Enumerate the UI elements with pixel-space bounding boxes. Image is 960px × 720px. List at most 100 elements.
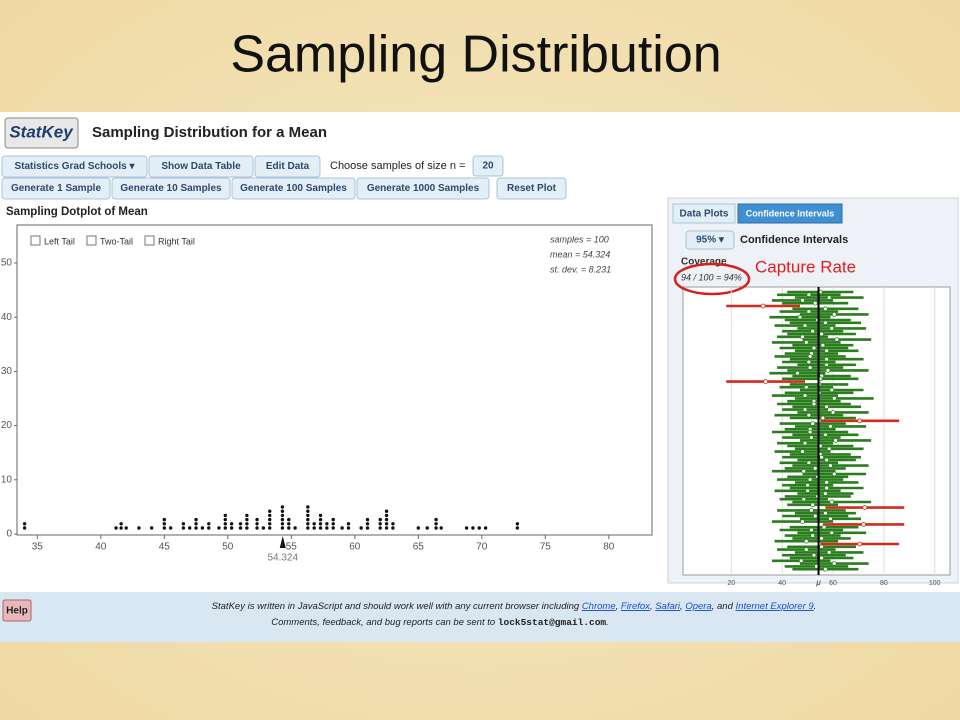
interval-center <box>823 566 828 572</box>
dot <box>331 526 335 530</box>
dot <box>378 517 382 522</box>
sample-size: 20 <box>482 161 494 172</box>
dot <box>384 526 389 530</box>
footer-link[interactable]: Internet Explorer 9 <box>736 601 815 612</box>
button[interactable] <box>254 155 321 178</box>
dot <box>229 522 234 526</box>
button[interactable] <box>356 177 490 200</box>
dot <box>287 526 291 530</box>
dot <box>207 522 211 526</box>
dot <box>391 522 395 526</box>
dot <box>194 522 198 526</box>
y-tick-label: 10 <box>1 474 13 485</box>
y-tick-label: 50 <box>1 258 13 269</box>
interval-center <box>819 544 824 550</box>
button[interactable] <box>231 177 356 200</box>
dot <box>384 522 389 526</box>
dot <box>238 522 243 526</box>
button-label: Generate 1 Sample <box>11 183 101 194</box>
dot <box>378 526 382 530</box>
dot <box>188 526 192 530</box>
x-tick-label: 80 <box>880 580 888 587</box>
app-heading: Sampling Distribution for a Mean <box>92 124 327 141</box>
interval-center <box>824 356 830 362</box>
dot <box>287 522 291 526</box>
interval-center <box>812 300 818 306</box>
tab[interactable] <box>737 203 843 224</box>
interval-center <box>807 365 813 371</box>
dot <box>340 526 344 530</box>
footer-text: , <box>680 601 685 612</box>
interval-center <box>800 334 805 340</box>
interval-center <box>809 527 814 533</box>
logo: StatKey <box>9 122 74 141</box>
interval-center <box>828 423 833 429</box>
stat: mean = 54.324 <box>550 249 610 259</box>
sample-size-box[interactable] <box>472 155 504 177</box>
help-button[interactable] <box>2 599 32 622</box>
interval-center <box>831 471 837 477</box>
x-tick-label: 50 <box>222 542 234 553</box>
dot <box>149 526 154 530</box>
coverage: 94 / 100 = 94% <box>681 272 742 282</box>
checkbox[interactable] <box>144 235 155 246</box>
interval-center <box>806 460 812 466</box>
dot <box>119 526 123 530</box>
interval-center <box>829 499 835 505</box>
dot <box>245 522 249 526</box>
footer-text: , <box>616 601 621 612</box>
interval-center <box>828 463 833 469</box>
interval-center <box>806 412 812 418</box>
footer-link[interactable]: Chrome <box>582 601 616 612</box>
interval-center <box>801 496 807 502</box>
dot <box>268 509 272 513</box>
footer-link[interactable]: Safari <box>655 601 681 612</box>
dot <box>293 526 297 530</box>
tab[interactable] <box>672 203 736 224</box>
checkbox[interactable] <box>30 235 41 246</box>
interval-center <box>811 552 817 558</box>
interval-center <box>829 387 835 393</box>
interval-center <box>823 306 828 312</box>
x-tick-label: 65 <box>413 542 425 553</box>
interval-center <box>830 409 836 415</box>
coverage-label: Coverage <box>681 257 727 268</box>
dot <box>312 522 316 526</box>
dot <box>515 522 520 526</box>
footer-line: StatKey is written in JavaScript and sho… <box>212 601 817 612</box>
button-label: Generate 10 Samples <box>120 183 222 194</box>
button[interactable] <box>496 177 567 200</box>
dot <box>312 526 316 530</box>
button[interactable] <box>111 177 231 200</box>
dot <box>515 526 520 530</box>
slide-title: Sampling Distribution <box>230 26 721 84</box>
dot <box>238 526 243 530</box>
x-tick-label: 40 <box>95 542 107 553</box>
x-tick-label: 100 <box>929 580 941 587</box>
dot <box>223 526 227 530</box>
button[interactable] <box>685 230 735 250</box>
checkbox[interactable] <box>86 235 97 246</box>
interval-center <box>806 309 812 315</box>
dot <box>223 522 227 526</box>
button-label: Show Data Table <box>161 161 241 172</box>
footer-band <box>0 592 960 642</box>
interval-center <box>812 465 818 471</box>
interval-center <box>809 507 814 513</box>
button[interactable] <box>148 155 254 178</box>
footer-link[interactable]: Opera <box>685 601 711 612</box>
dot <box>137 526 141 530</box>
dot <box>268 513 272 518</box>
dot <box>280 522 285 526</box>
footer-link[interactable]: Firefox <box>621 601 651 612</box>
interval-center <box>833 437 838 443</box>
x-tick-label: 75 <box>540 542 552 553</box>
button[interactable] <box>1 177 111 200</box>
button[interactable] <box>1 155 148 178</box>
interval-center <box>857 418 863 424</box>
sample-size-label: Choose samples of size n = <box>330 160 465 172</box>
interval-center <box>807 353 813 359</box>
interval-center <box>829 530 835 536</box>
button-label: Reset Plot <box>507 183 557 194</box>
mean-marker <box>279 536 286 548</box>
